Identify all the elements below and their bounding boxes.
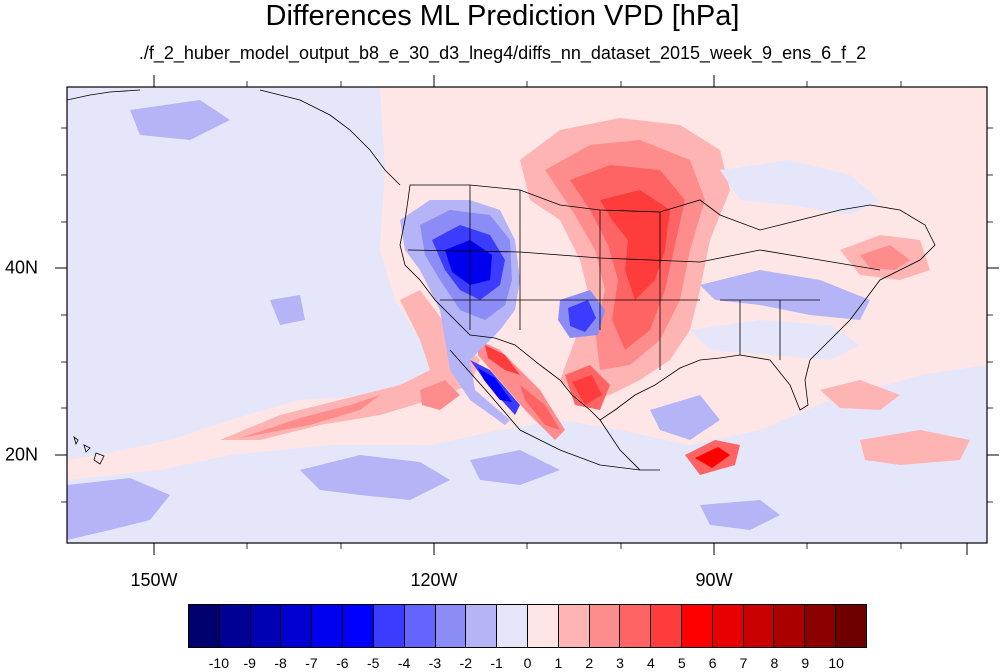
pacific-negative-region [67, 87, 470, 460]
colorbar-swatch [435, 605, 467, 647]
colorbar-label: 9 [801, 655, 810, 671]
colorbar-swatch [219, 605, 251, 647]
colorbar-label: -8 [274, 655, 287, 671]
colorbar-swatch [497, 605, 528, 647]
colorbar-swatch [343, 605, 374, 647]
hawaii-islands [73, 435, 105, 465]
colorbar-swatch [620, 605, 652, 647]
colorbar-swatch [527, 605, 559, 647]
colorbar-swatch [836, 605, 866, 647]
x-tick-label: 120W [410, 570, 458, 590]
colorbar-swatch [558, 605, 590, 647]
colorbar-swatch [189, 605, 220, 647]
colorbar-label: 0 [523, 655, 532, 671]
colorbar-label: 4 [647, 655, 655, 671]
colorbar-swatch [589, 605, 621, 647]
colorbar-label: -2 [459, 655, 472, 671]
colorbar-swatch [774, 605, 806, 647]
y-tick-label: 40N [4, 257, 38, 278]
colorbar-swatch [466, 605, 498, 647]
colorbar-swatch [250, 605, 282, 647]
colorbar-label: -3 [428, 655, 442, 671]
colorbar-swatch [743, 605, 775, 647]
colorbar-label: 8 [770, 655, 779, 671]
colorbar-swatch [404, 605, 436, 647]
eastern-us-negative-region [700, 270, 870, 320]
colorbar-swatch [712, 605, 744, 647]
colorbar-swatch [281, 605, 313, 647]
colorbar-swatch [651, 605, 682, 647]
colorbar-label: -4 [397, 655, 411, 671]
colorbar-label: 7 [739, 655, 748, 671]
colorbar-label: -6 [336, 655, 349, 671]
colorbar-label: 2 [585, 655, 594, 671]
colorbar-swatch [373, 605, 405, 647]
colorbar-label: 1 [554, 655, 563, 671]
pacific-positive-tongue [220, 290, 480, 440]
axis-ticks [55, 75, 999, 555]
colorbar-label: -10 [208, 655, 229, 671]
colorbar-swatch [682, 605, 713, 647]
x-tick-label: 90W [695, 570, 733, 590]
colorbar-label: 10 [828, 655, 844, 671]
chart-title: Differences ML Prediction VPD [hPa] [265, 0, 740, 32]
colorbar-label: -9 [243, 655, 256, 671]
map-field [67, 87, 987, 543]
chart-subtitle: ./f_2_huber_model_output_b8_e_30_d3_lneg… [138, 43, 867, 63]
colorbar-label: 5 [677, 655, 686, 671]
colorbar-label: 3 [616, 655, 624, 671]
x-tick-label: 150W [130, 570, 178, 590]
colorbar-swatch [312, 605, 344, 647]
y-tick-label: 20N [4, 444, 38, 465]
colorbar [188, 604, 867, 648]
coastline-and-borders [399, 184, 936, 471]
colorbar-label: -7 [305, 655, 318, 671]
colorbar-label: 6 [708, 655, 717, 671]
colorbar-label: -5 [366, 655, 380, 671]
colorbar-label: -1 [490, 655, 503, 671]
colorbar-swatch [805, 605, 837, 647]
